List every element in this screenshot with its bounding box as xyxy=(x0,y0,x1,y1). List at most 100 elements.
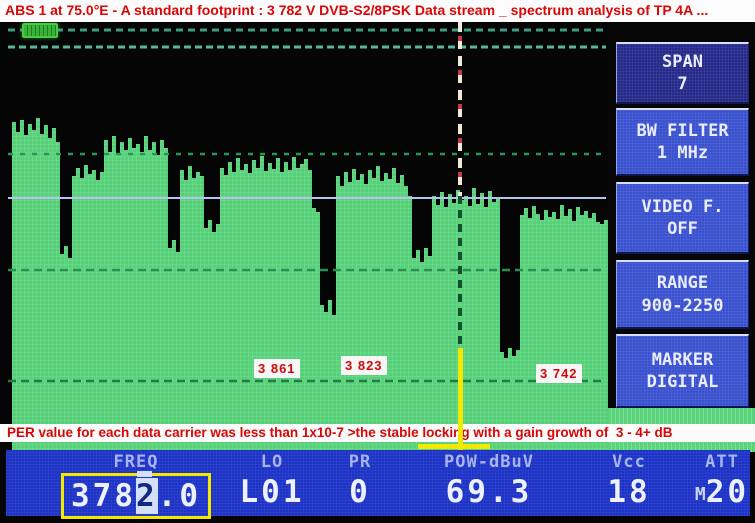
att-prefix: M xyxy=(694,484,706,505)
att-value: M20 xyxy=(682,472,755,515)
spectrum-bar xyxy=(116,155,120,452)
spectrum-bar xyxy=(360,174,364,452)
spectrum-bar xyxy=(364,184,368,452)
spectrum-bar xyxy=(20,120,24,452)
spectrum-bar xyxy=(124,150,128,452)
spectrum-bar xyxy=(348,182,352,452)
spectrum-bar xyxy=(52,128,56,452)
spectrum-bar xyxy=(60,254,64,452)
vcc-value: 18 xyxy=(607,474,651,510)
spectrum-bar xyxy=(404,186,408,452)
frequency-edit-cursor[interactable]: 2 xyxy=(136,478,158,514)
spectrum-bar xyxy=(388,179,392,452)
spectrum-bar xyxy=(252,160,256,452)
spectrum-bar xyxy=(256,168,260,452)
frequency-value[interactable]: 3782.0 xyxy=(61,473,211,519)
spectrum-bar xyxy=(556,219,560,452)
marker-mode-button-value: DIGITAL xyxy=(646,372,719,392)
spectrum-bar xyxy=(120,142,124,452)
spectrum-bar xyxy=(448,194,452,452)
spectrum-bar xyxy=(208,220,212,452)
spectrum-bar xyxy=(12,122,16,452)
spectrum-bar xyxy=(432,196,436,452)
spectrum-bar xyxy=(36,118,40,452)
spectrum-bar xyxy=(136,144,140,452)
spectrum-bar xyxy=(104,140,108,452)
spectrum-bar xyxy=(452,203,456,452)
spectrum-bar xyxy=(380,181,384,452)
spectrum-bar xyxy=(236,158,240,452)
spectrum-bar xyxy=(584,211,588,452)
spectrum-bar xyxy=(548,217,552,452)
frequency-digits: 378 xyxy=(71,478,136,514)
spectrum-bar xyxy=(192,178,196,452)
spectrum-bar xyxy=(160,140,164,452)
spectrum-bar xyxy=(492,202,496,452)
spectrum-bar xyxy=(520,215,524,452)
spectrum-bar xyxy=(308,170,312,452)
spectrum-bar xyxy=(184,180,188,452)
video-filter-button-value: OFF xyxy=(667,219,698,239)
battery-icon xyxy=(22,23,58,38)
spectrum-bar xyxy=(476,204,480,452)
spectrum-bar xyxy=(340,186,344,452)
video-filter-button[interactable]: VIDEO F. OFF xyxy=(616,182,749,254)
spectrum-bar xyxy=(580,215,584,452)
spectrum-bar xyxy=(472,188,476,452)
spectrum-bar xyxy=(464,196,468,452)
frequency-field: FREQ 3782.0 xyxy=(36,453,236,519)
carrier-label-3861: 3 861 xyxy=(254,359,300,378)
spectrum-bar xyxy=(92,170,96,452)
spectrum-bar xyxy=(540,220,544,452)
spectrum-bar xyxy=(356,180,360,452)
spectrum-bar xyxy=(28,124,32,452)
status-bar: FREQ 3782.0 LO L01 PR 0 POW-dBuV 69.3 Vc… xyxy=(6,450,750,519)
spectrum-bar xyxy=(292,157,296,452)
spectrum-bar xyxy=(524,208,528,452)
spectrum-bar xyxy=(504,358,508,452)
spectrum-bar xyxy=(164,148,168,452)
spectrum-bar xyxy=(320,305,324,452)
spectrum-bar xyxy=(376,166,380,452)
spectrum-bar xyxy=(220,168,224,452)
spectrum-bar xyxy=(56,142,60,452)
spectrum-bar xyxy=(32,130,36,452)
spectrum-bar xyxy=(352,169,356,452)
span-button-value: 7 xyxy=(677,74,688,94)
spectrum-bar xyxy=(500,352,504,452)
spectrum-bar xyxy=(592,213,596,452)
carrier-label-3742: 3 742 xyxy=(536,364,582,383)
spectrum-bar xyxy=(300,164,304,452)
spectrum-bar xyxy=(264,171,268,452)
spectrum-bar xyxy=(496,198,500,452)
frequency-digits-after: .0 xyxy=(157,478,201,514)
marker-mode-button-label: MARKER xyxy=(651,349,714,370)
spectrum-bar xyxy=(420,262,424,452)
range-button[interactable]: RANGE 900-2250 xyxy=(616,260,749,329)
spectrum-bar xyxy=(336,176,340,452)
spectrum-bar xyxy=(544,210,548,452)
spectrum-bar xyxy=(572,221,576,452)
spectrum-bar xyxy=(156,155,160,452)
spectrum-bar xyxy=(588,218,592,452)
bw-filter-button-value: 1 MHz xyxy=(656,143,709,163)
span-button[interactable]: SPAN 7 xyxy=(616,42,749,104)
spectrum-bar xyxy=(112,136,116,452)
marker-mode-button[interactable]: MARKER DIGITAL xyxy=(616,334,749,408)
bw-filter-button[interactable]: BW FILTER 1 MHz xyxy=(616,108,749,176)
spectrum-bar xyxy=(128,138,132,452)
spectrum-bar xyxy=(372,178,376,452)
spectrum-bar xyxy=(532,206,536,452)
spectrum-bar xyxy=(40,134,44,452)
spectrum-bar xyxy=(564,216,568,452)
spectrum-bar xyxy=(424,248,428,452)
spectrum-bar xyxy=(480,193,484,452)
spectrum-bar xyxy=(188,166,192,452)
spectrum-bar xyxy=(384,173,388,452)
spectrum-bar xyxy=(180,170,184,452)
spectrum-bar xyxy=(176,252,180,452)
spectrum-bar xyxy=(536,214,540,452)
spectrum-bar xyxy=(412,258,416,452)
spectrum-bar xyxy=(132,148,136,452)
